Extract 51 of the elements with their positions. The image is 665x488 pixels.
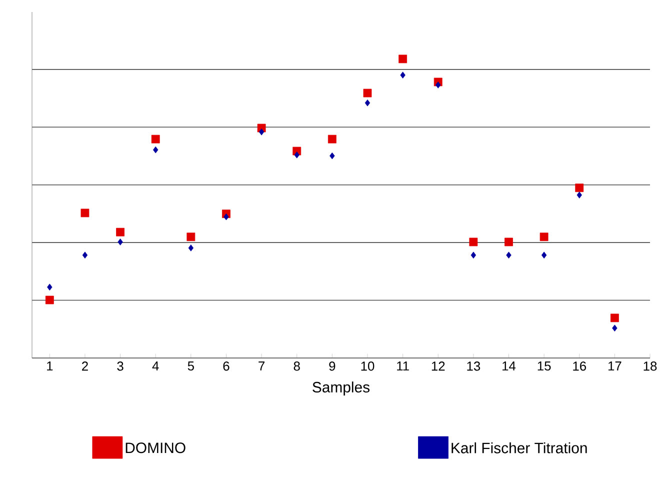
x-tick-label: 4 — [152, 362, 159, 370]
legend-label: Karl Fischer Titration — [452, 442, 587, 454]
point — [47, 284, 52, 291]
point — [224, 213, 229, 220]
point — [436, 82, 441, 88]
x-tick-label: 2 — [82, 362, 88, 371]
point — [576, 192, 582, 198]
x-tick-label: 9 — [329, 362, 336, 371]
x-tick-label: 10 — [361, 362, 374, 371]
point — [80, 208, 90, 218]
point — [364, 100, 370, 106]
point — [45, 296, 54, 304]
x-tick-label: 17 — [608, 362, 622, 370]
x-tick-label: 7 — [258, 362, 264, 370]
x-tick-label: 16 — [573, 362, 586, 371]
x-tick-label: 18 — [644, 362, 657, 371]
point — [118, 238, 123, 246]
point — [330, 152, 335, 160]
point — [151, 134, 160, 144]
point — [540, 232, 548, 242]
point — [186, 232, 196, 242]
point — [153, 146, 158, 154]
point — [506, 252, 512, 259]
x-tick-label: 8 — [294, 362, 300, 371]
point — [400, 72, 406, 78]
point — [82, 252, 88, 259]
x-tick-label: 6 — [223, 362, 230, 371]
point — [610, 314, 619, 322]
x-tick-label: 15 — [538, 362, 551, 371]
point — [504, 238, 513, 246]
x-tick-label: 12 — [432, 362, 445, 371]
x-tick-label: 11 — [397, 362, 409, 370]
point — [116, 228, 124, 236]
point — [188, 244, 194, 252]
point — [398, 54, 408, 64]
x-tick-label: 3 — [117, 362, 124, 371]
x-tick-label: 1 — [47, 362, 53, 370]
point — [363, 88, 372, 98]
point — [612, 324, 618, 332]
point — [328, 134, 336, 144]
x-axis-title: Samples — [312, 382, 370, 396]
legend-label: DOMINO — [126, 442, 186, 454]
x-tick-label: 13 — [467, 362, 480, 371]
point — [575, 184, 584, 192]
point — [258, 128, 264, 136]
x-tick-label: 14 — [502, 362, 516, 370]
point — [294, 152, 300, 158]
x-tick-label: 5 — [188, 362, 194, 371]
point — [469, 238, 478, 246]
point — [470, 252, 476, 259]
point — [541, 252, 547, 259]
